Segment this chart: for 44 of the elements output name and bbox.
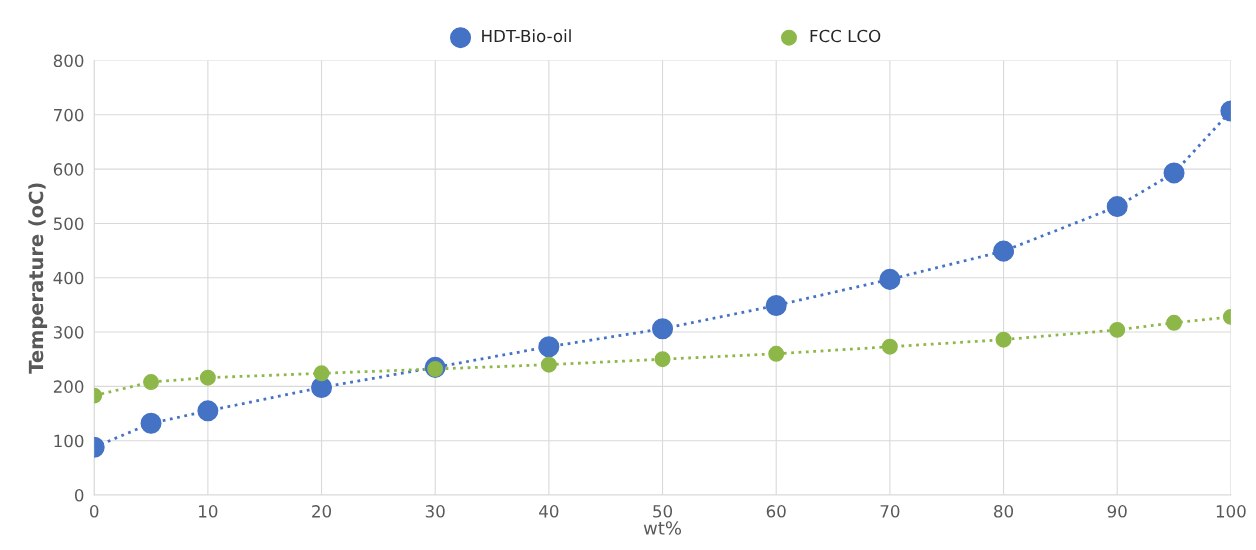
x-tick-label: 90	[1107, 505, 1127, 518]
point	[1166, 314, 1183, 331]
point	[1106, 196, 1128, 218]
x-tick-label: 20	[312, 505, 332, 518]
point	[311, 376, 333, 398]
point	[1109, 321, 1126, 338]
x-tick-label: 10	[199, 505, 218, 518]
x-tick-label: 70	[880, 505, 900, 518]
y-tick-label: 400	[53, 271, 84, 285]
point	[879, 268, 901, 290]
point	[993, 240, 1015, 262]
point	[765, 294, 787, 316]
y-tick-label: 800	[53, 54, 84, 68]
y-tick-label: 600	[53, 163, 84, 176]
x-tick-label: 100	[1216, 505, 1246, 518]
x-tick-label: 80	[994, 505, 1014, 518]
point	[881, 338, 898, 355]
x-tick-label: 60	[766, 505, 786, 518]
point	[1163, 162, 1185, 184]
x-tick-label: 50	[653, 505, 673, 518]
legend-label: FCC LCO	[810, 29, 881, 43]
point	[313, 365, 330, 382]
point	[995, 331, 1012, 348]
x-tick-label: 30	[425, 505, 445, 518]
x-tick-label: 0	[90, 505, 99, 518]
point	[654, 351, 671, 368]
point	[538, 336, 560, 358]
point	[199, 369, 216, 386]
x-axis-title: wt%	[643, 521, 682, 535]
point	[197, 400, 219, 422]
x-tick-label: 40	[539, 505, 559, 518]
y-tick-label: 300	[53, 326, 84, 339]
legend-label: HDT-Bio-oil	[482, 29, 571, 43]
point	[140, 412, 162, 434]
y-tick-label: 0	[74, 488, 84, 502]
y-axis-title: Temperature (oC)	[28, 183, 48, 374]
point	[652, 318, 674, 340]
y-tick-label: 200	[53, 380, 84, 393]
y-tick-label: 100	[54, 434, 84, 448]
y-tick-label: 500	[53, 217, 84, 231]
y-tick-label: 700	[54, 108, 84, 122]
point	[768, 345, 785, 362]
point	[540, 356, 557, 373]
point	[143, 374, 160, 391]
